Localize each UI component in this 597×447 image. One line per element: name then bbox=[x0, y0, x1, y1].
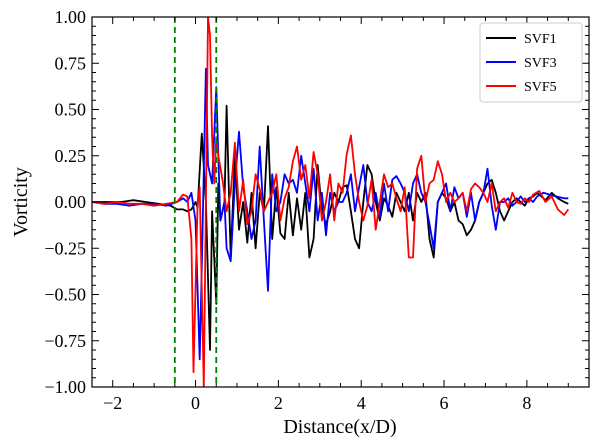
y-tick-label: −0.50 bbox=[44, 285, 86, 305]
series-line-svf3 bbox=[92, 67, 569, 361]
y-tick-label: −1.00 bbox=[44, 377, 86, 397]
x-axis-title: Distance(x/D) bbox=[283, 416, 396, 438]
x-tick-label: 4 bbox=[357, 393, 366, 413]
y-axis-title: Vorticity bbox=[10, 167, 32, 237]
series-line-svf5 bbox=[92, 17, 570, 387]
y-tick-label: 0.75 bbox=[55, 53, 87, 73]
series-line-svf1 bbox=[92, 104, 569, 351]
y-tick-label: 0.00 bbox=[55, 192, 87, 212]
legend-label-svf1: SVF1 bbox=[524, 32, 557, 47]
legend-box bbox=[479, 22, 583, 103]
legend: SVF1 SVF3 SVF5 bbox=[479, 22, 583, 103]
x-tick-label: 8 bbox=[522, 393, 531, 413]
x-tick-label: 2 bbox=[274, 393, 283, 413]
series-layer bbox=[92, 17, 570, 387]
x-tick-label: 0 bbox=[191, 393, 200, 413]
tick-labels: −2 0 2 4 6 8 −1.00 −0.75 −0.50 −0.25 0.00 0.25 0.50 0… bbox=[44, 7, 531, 413]
x-tick-label: 6 bbox=[440, 393, 449, 413]
y-tick-label: 1.00 bbox=[55, 7, 87, 27]
legend-label-svf5: SVF5 bbox=[524, 80, 557, 95]
axis-ticks bbox=[91, 16, 590, 388]
y-tick-label: −0.25 bbox=[44, 238, 86, 258]
legend-label-svf3: SVF3 bbox=[524, 56, 557, 71]
y-tick-label: 0.50 bbox=[55, 100, 87, 120]
y-tick-label: −0.75 bbox=[44, 331, 86, 351]
reference-lines bbox=[173, 17, 218, 387]
x-tick-label: −2 bbox=[103, 393, 122, 413]
y-tick-label: 0.25 bbox=[55, 146, 87, 166]
